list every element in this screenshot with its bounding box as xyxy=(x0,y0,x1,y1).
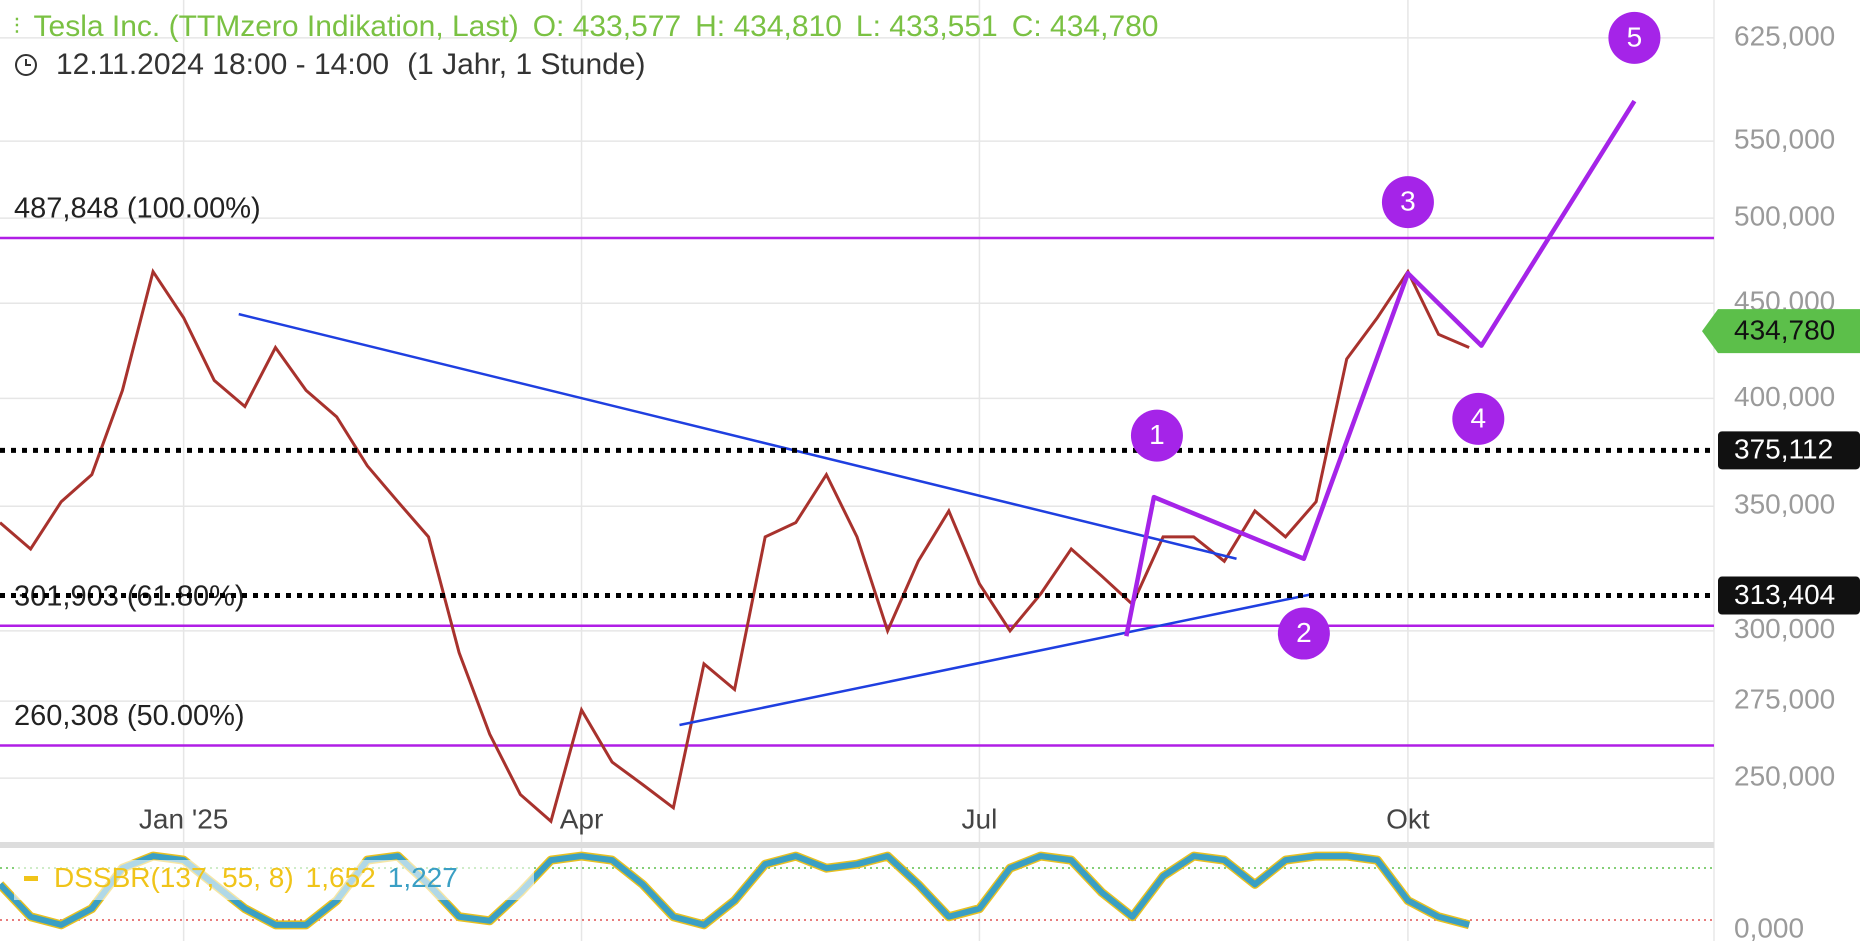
wave-label: 3 xyxy=(1400,186,1416,217)
wave-label: 1 xyxy=(1149,419,1165,450)
indicator-panel xyxy=(0,842,1714,848)
range: (1 Jahr, 1 Stunde) xyxy=(407,48,646,81)
price-line xyxy=(0,267,1470,824)
wave-marker xyxy=(1452,392,1505,445)
indicator-legend-part: DSSBR(137, 55, 8) xyxy=(54,862,294,893)
title-row: ⫶ Tesla Inc. (TTMzero Indikation, Last) … xyxy=(14,8,1159,46)
last-price-tag xyxy=(1702,309,1860,354)
y-tick-label: 275,000 xyxy=(1734,684,1835,715)
ohlc: C: 434,780 xyxy=(1011,10,1159,43)
y-tick-label: 400,000 xyxy=(1734,381,1835,412)
x-tick-label: Apr xyxy=(560,803,604,834)
symbol-icon: ⫶ xyxy=(14,14,20,39)
y-tick-label: 550,000 xyxy=(1734,124,1835,155)
indicator-legend: DSSBR(137, 55, 8) 1,652 1,227 xyxy=(54,862,458,893)
indicator-legend-part: 1,652 xyxy=(306,862,376,893)
indicator-legend-part: 1,227 xyxy=(388,862,458,893)
time: 12.11.2024 18:00 - 14:00 xyxy=(56,48,390,81)
wave-marker xyxy=(1130,409,1183,462)
y-tick-label: 625,000 xyxy=(1734,20,1835,51)
fib-label: 487,848 (100.00%) xyxy=(14,193,261,225)
indicator-line xyxy=(0,853,1470,928)
clock-icon xyxy=(15,54,37,76)
indicator-tick-label: 0,000 xyxy=(1734,912,1804,941)
wave-marker xyxy=(1277,607,1330,660)
ohlc: L: 433,551 xyxy=(855,10,998,43)
wave-marker xyxy=(1381,176,1434,229)
price-tag xyxy=(1718,576,1860,615)
y-tick-label: 350,000 xyxy=(1734,489,1835,520)
fib-label: 301,903 (61.80%) xyxy=(14,580,245,612)
wave-label: 2 xyxy=(1296,617,1312,648)
time-row: 12.11.2024 18:00 - 14:00 (1 Jahr, 1 Stun… xyxy=(14,46,1159,84)
y-tick-label: 500,000 xyxy=(1734,201,1835,232)
price-tag-label: 313,404 xyxy=(1734,579,1835,610)
trendline xyxy=(679,592,1314,727)
x-tick-label: Jul xyxy=(962,803,998,834)
axis-panel xyxy=(1714,0,1860,941)
ohlc: H: 434,810 xyxy=(695,10,842,43)
indicator-legend-bg xyxy=(14,860,534,900)
title: Tesla Inc. (TTMzero Indikation, Last) xyxy=(33,10,519,43)
last-price-label: 434,780 xyxy=(1734,314,1835,345)
wave-line xyxy=(1124,99,1637,637)
y-tick-label: 250,000 xyxy=(1734,761,1835,792)
x-tick-label: Jan '25 xyxy=(139,803,228,834)
wave-label: 5 xyxy=(1627,21,1643,52)
price-tag xyxy=(1718,431,1860,470)
trendline xyxy=(238,312,1237,560)
indicator-legend-swatch xyxy=(24,876,38,881)
fib-label: 260,308 (50.00%) xyxy=(14,700,245,732)
wave-label: 4 xyxy=(1471,402,1487,433)
x-tick-label: Okt xyxy=(1386,803,1430,834)
wave-marker xyxy=(1608,11,1661,64)
y-tick-label: 300,000 xyxy=(1734,613,1835,644)
header: ⫶ Tesla Inc. (TTMzero Indikation, Last) … xyxy=(14,8,1159,84)
price-tag-label: 375,112 xyxy=(1734,434,1833,465)
ohlc: O: 433,577 xyxy=(532,10,682,43)
